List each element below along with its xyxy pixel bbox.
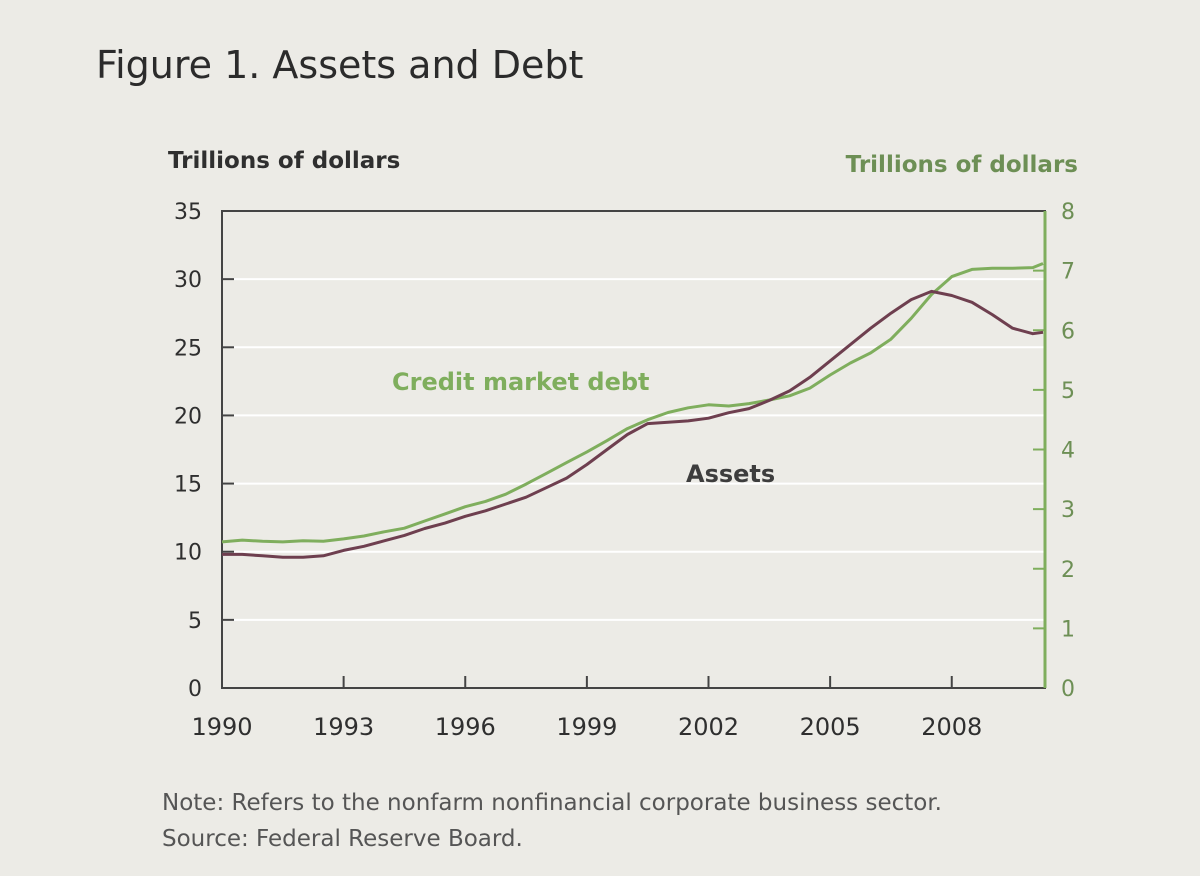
- x-tick-label: 2005: [800, 713, 861, 741]
- right-tick-label: 8: [1061, 200, 1075, 225]
- x-tick-label: 1996: [435, 713, 496, 741]
- left-tick-label: 15: [174, 473, 202, 498]
- debt-series-line: [221, 262, 1044, 544]
- debt-series-label: Credit market debt: [392, 368, 650, 396]
- left-axis-ticks: 0 5 10 15 20 25 30 35: [174, 200, 234, 702]
- right-tick-label: 7: [1061, 260, 1075, 285]
- left-tick-label: 10: [174, 541, 202, 566]
- x-tick-label: 2008: [921, 713, 982, 741]
- x-tick-label: 1990: [191, 713, 252, 741]
- source-text: Source: Federal Reserve Board.: [162, 826, 523, 852]
- left-tick-label: 35: [174, 200, 202, 225]
- x-axis-ticks: 1990 1993 1996 1999 2002 2005 2008: [191, 676, 982, 741]
- left-tick-label: 25: [174, 336, 202, 361]
- right-tick-label: 2: [1061, 558, 1075, 583]
- right-tick-label: 5: [1061, 379, 1075, 404]
- x-tick-label: 2002: [678, 713, 739, 741]
- left-tick-label: 20: [174, 404, 202, 429]
- chart-title: Figure 1. Assets and Debt: [96, 43, 583, 87]
- right-tick-label: 1: [1061, 617, 1075, 642]
- right-tick-label: 4: [1061, 439, 1075, 464]
- left-axis-unit-label: Trillions of dollars: [168, 148, 400, 174]
- assets-series-line: [222, 289, 1044, 559]
- x-tick-label: 1993: [313, 713, 374, 741]
- right-tick-label: 0: [1061, 677, 1075, 702]
- right-tick-label: 3: [1061, 498, 1075, 523]
- x-tick-label: 1999: [556, 713, 617, 741]
- right-tick-label: 6: [1061, 319, 1075, 344]
- left-tick-label: 0: [188, 677, 202, 702]
- right-axis-ticks: 0 1 2 3 4 5 6 7 8: [1033, 200, 1075, 702]
- left-tick-label: 30: [174, 268, 202, 293]
- gridlines: [222, 278, 1045, 621]
- right-axis-unit-label: Trillions of dollars: [846, 152, 1078, 178]
- assets-series-label: Assets: [686, 460, 775, 488]
- note-text: Note: Refers to the nonfarm nonfinancial…: [162, 790, 942, 816]
- left-tick-label: 5: [188, 609, 202, 634]
- plot-frame: [221, 210, 1046, 689]
- series-group: [221, 262, 1044, 559]
